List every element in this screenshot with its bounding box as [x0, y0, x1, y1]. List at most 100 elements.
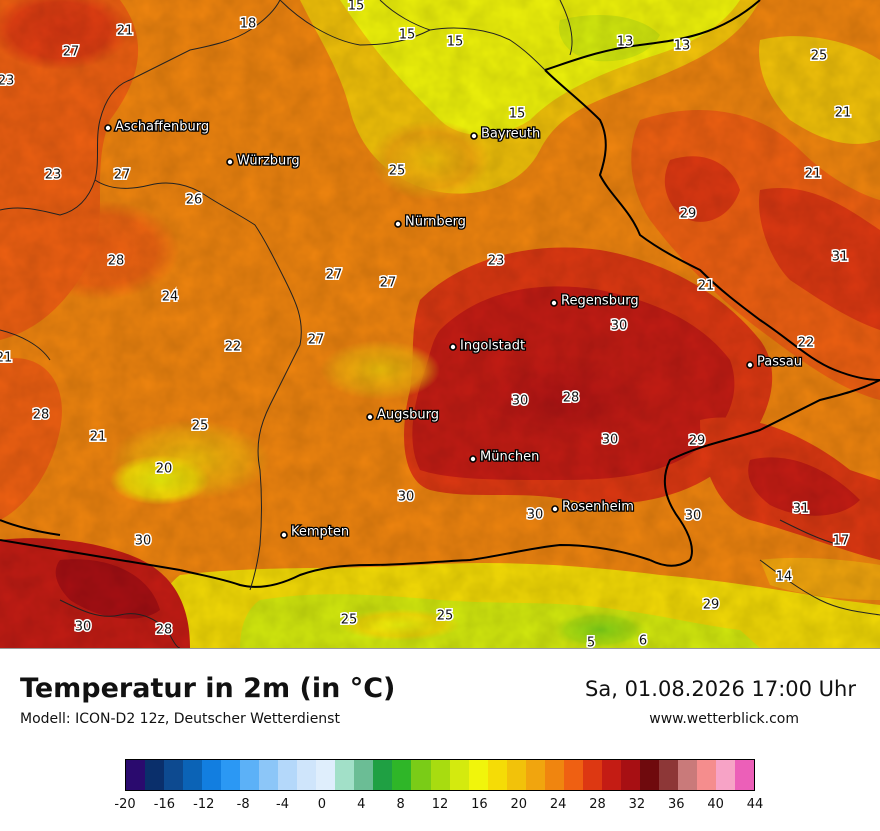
temperature-value: 21 [90, 430, 107, 445]
temperature-value: 28 [563, 391, 580, 406]
temperature-value: 30 [135, 534, 152, 549]
color-scale-tick: -16 [153, 797, 175, 812]
city-augsburg: Augsburg [366, 406, 440, 424]
border-austria-south [179, 543, 651, 588]
color-scale-step [506, 760, 526, 790]
temperature-value: 25 [811, 49, 828, 64]
city-aschaffenburg: Aschaffenburg [104, 118, 210, 136]
border-bavaria-hesse [0, 0, 281, 216]
border-bavaria-bw [94, 179, 302, 591]
temperature-value: 22 [798, 336, 815, 351]
border-czech-bavaria [544, 69, 880, 381]
city-label: Würzburg [237, 154, 300, 169]
city-dot [394, 220, 402, 228]
color-scale-step [487, 760, 507, 790]
city-label: Bayreuth [481, 127, 540, 142]
color-scale-tick: 32 [628, 797, 646, 812]
color-scale-tick: 16 [471, 797, 488, 812]
color-scale [125, 759, 755, 791]
temperature-value: 28 [108, 254, 125, 269]
color-scale-step [696, 760, 716, 790]
temperature-value: 23 [0, 74, 14, 89]
color-scale-step [658, 760, 678, 790]
color-scale-step [183, 760, 203, 790]
model-source: Modell: ICON-D2 12z, Deutscher Wetterdie… [20, 711, 340, 727]
temperature-map: 15 21 18 27 15 15 13 13 25 23 15 21 23 2… [0, 0, 880, 648]
city-kempten: Kempten [280, 523, 350, 541]
temperature-value: 29 [703, 598, 720, 613]
temperature-value: 30 [512, 394, 529, 409]
color-scale-step [620, 760, 640, 790]
border-austria-inner [759, 559, 880, 616]
temperature-value: 28 [33, 408, 50, 423]
temperature-value: 23 [488, 254, 505, 269]
city-ingolstadt: Ingolstadt [449, 337, 526, 355]
temperature-value: 27 [380, 276, 397, 291]
city-dot [469, 455, 477, 463]
city-label: Nürnberg [405, 215, 466, 230]
temperature-value: 21 [0, 351, 12, 366]
city-label: Aschaffenburg [115, 120, 209, 135]
temperature-value: 17 [833, 534, 850, 549]
color-scale-step [278, 760, 298, 790]
temperature-value: 27 [326, 268, 343, 283]
temperature-value: 30 [685, 509, 702, 524]
temperature-value: 26 [186, 193, 203, 208]
color-scale-step [335, 760, 355, 790]
temperature-value: 30 [527, 508, 544, 523]
temperature-value: 29 [689, 434, 706, 449]
border-salzburg [779, 519, 841, 546]
temperature-value: 15 [447, 35, 464, 50]
temperature-value: 18 [240, 17, 257, 32]
map-canvas: 15 21 18 27 15 15 13 13 25 23 15 21 23 2… [0, 0, 880, 648]
color-scale-tick: 8 [396, 797, 405, 812]
city-markers: Aschaffenburg Würzburg Bayreuth Nürnberg… [104, 118, 803, 541]
map-title: Temperatur in 2m (in °C) [20, 673, 396, 704]
color-scale-step [316, 760, 336, 790]
temperature-value: 15 [399, 28, 416, 43]
temperature-values: 15 21 18 27 15 15 13 13 25 23 15 21 23 2… [0, 0, 853, 649]
temperature-value: 21 [117, 24, 134, 39]
color-scale-tick: 4 [357, 797, 366, 812]
color-scale-step [677, 760, 697, 790]
city-dot [449, 343, 457, 351]
color-scale-step [639, 760, 659, 790]
color-scale-step [259, 760, 279, 790]
color-scale-step [449, 760, 469, 790]
city-label: Ingolstadt [460, 339, 525, 354]
temperature-value: 5 [587, 636, 595, 649]
color-scale-tick: 12 [431, 797, 449, 812]
temperature-value: 15 [509, 107, 526, 122]
city-label: München [480, 450, 539, 465]
color-scale-step [411, 760, 431, 790]
temperature-value: 25 [192, 419, 209, 434]
temperature-value: 6 [639, 634, 647, 649]
forecast-datetime: Sa, 01.08.2026 17:00 Uhr [585, 677, 856, 701]
color-scale-tick: -12 [193, 797, 215, 812]
color-scale-step [715, 760, 735, 790]
temperature-value: 27 [63, 45, 80, 60]
color-scale-tick: 44 [746, 797, 764, 812]
city-dot [366, 413, 374, 421]
temperature-value: 21 [698, 279, 715, 294]
temperature-value: 31 [832, 250, 849, 265]
temperature-value: 21 [805, 167, 822, 182]
color-scale-step [126, 760, 146, 790]
border-austria-east [649, 379, 880, 567]
temperature-value: 25 [341, 613, 358, 628]
city-label: Regensburg [561, 294, 639, 309]
city-dot [280, 531, 288, 539]
color-scale-tick: -4 [276, 797, 289, 812]
temperature-value: 24 [162, 290, 179, 305]
color-scale-step [468, 760, 488, 790]
city-wuerzburg: Würzburg [226, 152, 301, 170]
temperature-value: 29 [680, 207, 697, 222]
website-link[interactable]: www.wetterblick.com [649, 711, 799, 727]
temperature-value: 14 [776, 570, 793, 585]
temperature-field-texture [0, 0, 880, 648]
color-scale-step [735, 760, 755, 790]
color-scale-tick: 36 [667, 797, 685, 812]
city-dot [226, 158, 234, 166]
city-label: Augsburg [377, 408, 439, 423]
border-saxony [559, 0, 573, 56]
